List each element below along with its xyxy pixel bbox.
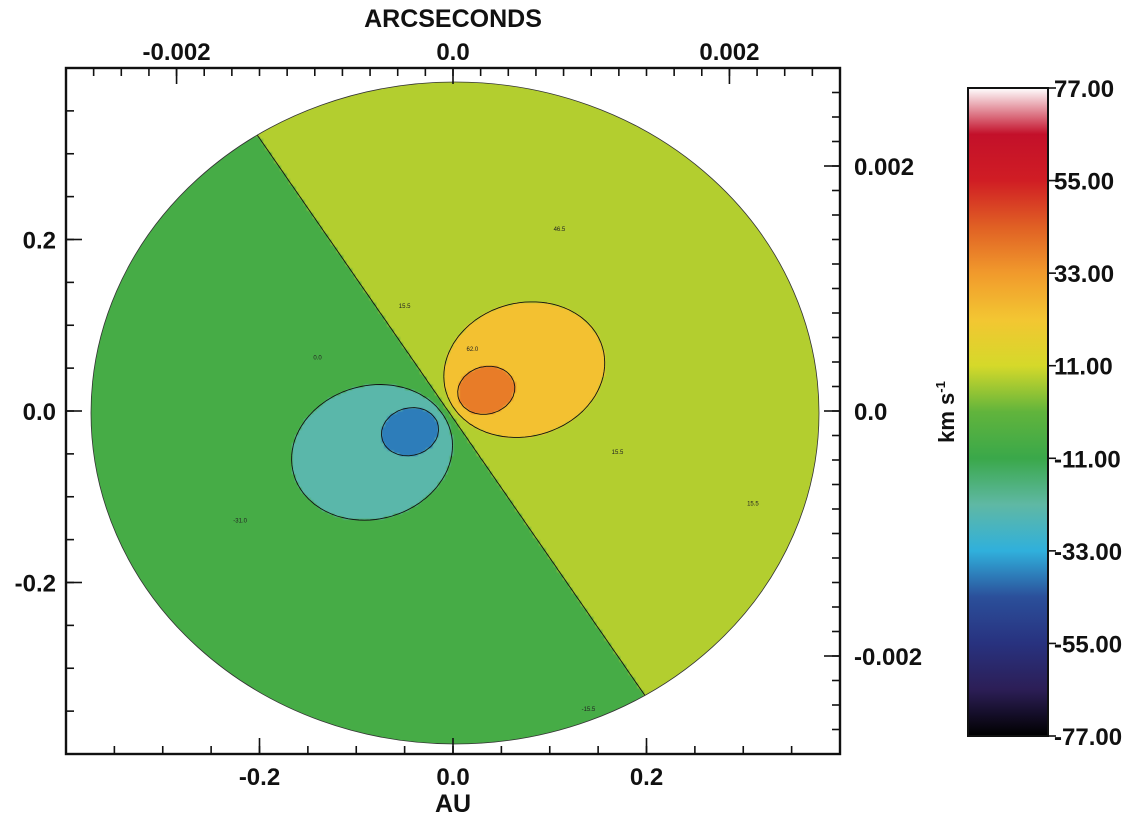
- top-axis-title: ARCSECONDS: [364, 5, 542, 33]
- plot-area: 0.0 -31.0 15.5 46.5 -15.5 15.5 62.0 15.5: [64, 66, 842, 756]
- top-axis-ticks: -0.002 0.0 0.002: [65, 39, 841, 84]
- contour-label: 0.0: [313, 356, 322, 362]
- colorbar-tick-label: 33.00: [1054, 261, 1114, 288]
- right-axis-ticks: 0.002 0.0 -0.002: [824, 67, 922, 755]
- colorbar-tick-label: 77.00: [1054, 76, 1114, 103]
- colorbar-tick-label: -11.00: [1054, 446, 1121, 473]
- top-tick-label: -0.002: [143, 39, 211, 66]
- x-tick-label: 0.2: [630, 764, 663, 791]
- colorbar-tick-label: 11.00: [1054, 354, 1113, 381]
- x-axis-ticks: -0.2 0.0 0.2: [65, 738, 841, 791]
- top-tick-label: 0.002: [699, 39, 759, 66]
- contour-line: [443, 301, 606, 438]
- velocity-heatmap: [91, 82, 819, 744]
- colorbar-tick-label: -55.00: [1054, 631, 1122, 658]
- contour-label: 46.5: [554, 227, 566, 233]
- colorbar: 77.00 55.00 33.00 11.00 -11.00 -33.00 -55.00 -7…: [933, 76, 1122, 751]
- contour-label: 62.0: [467, 347, 479, 353]
- y-tick-label: 0.2: [23, 228, 56, 255]
- colorbar-ticks: 77.00 55.00 33.00 11.00 -11.00 -33.00 -55.00 -7…: [1048, 76, 1122, 751]
- right-tick-label: -0.002: [854, 644, 922, 671]
- axes: -0.2 0.0 0.2 0.2 0.0 -0.2 -0.002 0.0 0.002 0.0…: [15, 39, 922, 791]
- top-tick-label: 0.0: [436, 39, 469, 66]
- colorbar-tick-label: -33.00: [1054, 539, 1122, 566]
- contour-label: -31.0: [233, 518, 247, 524]
- colorbar-title: km s-1: [933, 381, 959, 443]
- y-tick-label: 0.0: [23, 399, 56, 426]
- colorbar-tick-label: 55.00: [1054, 169, 1114, 196]
- y-tick-label: -0.2: [15, 571, 56, 598]
- contour-line: [210, 82, 686, 744]
- contour-line: [457, 365, 516, 415]
- contour-label: -15.5: [582, 707, 596, 713]
- contour-label: 15.5: [399, 304, 411, 310]
- contour-labels: 0.0 -31.0 15.5 46.5 -15.5 15.5 62.0 15.5: [233, 227, 759, 713]
- contour-line: [291, 384, 453, 521]
- right-tick-label: 0.0: [854, 399, 887, 426]
- contour-lines: [210, 82, 686, 744]
- right-tick-label: 0.002: [854, 154, 914, 181]
- x-tick-label: -0.2: [239, 764, 280, 791]
- colorbar-tick-label: -77.00: [1054, 724, 1122, 751]
- contour-label: 15.5: [747, 501, 759, 507]
- x-tick-label: 0.0: [436, 764, 469, 791]
- colorbar-scale: [967, 87, 1049, 737]
- contour-line: [381, 407, 439, 457]
- contour-label: 15.5: [612, 450, 624, 456]
- y-axis-ticks: 0.2 0.0 -0.2: [15, 67, 82, 755]
- x-axis-title: AU: [435, 790, 471, 818]
- disk-edge: [90, 81, 820, 745]
